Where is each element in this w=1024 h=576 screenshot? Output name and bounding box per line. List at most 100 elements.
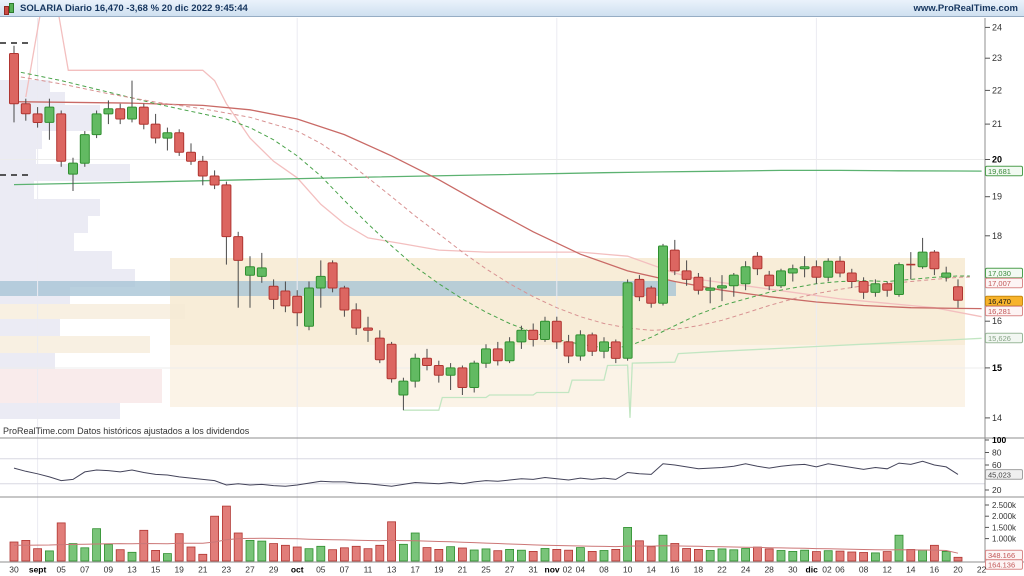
candle[interactable] [610, 341, 621, 359]
candle[interactable] [174, 132, 185, 153]
candle[interactable] [209, 175, 220, 186]
candle[interactable] [280, 290, 291, 307]
candle[interactable] [186, 151, 196, 162]
rsi-panel[interactable] [13, 460, 959, 487]
volume-bar [9, 541, 19, 562]
candle[interactable] [693, 276, 704, 291]
candle[interactable] [894, 264, 904, 296]
svg-text:45,023: 45,023 [988, 470, 1011, 479]
gridlines [0, 18, 985, 561]
candle[interactable] [398, 380, 409, 396]
candle[interactable] [705, 287, 716, 291]
volume-bar [918, 549, 927, 562]
candle[interactable] [9, 53, 19, 105]
candle[interactable] [233, 236, 244, 261]
candle[interactable] [646, 287, 657, 304]
candle[interactable] [941, 272, 952, 278]
candle[interactable] [764, 274, 775, 287]
candle[interactable] [823, 260, 834, 278]
candle[interactable] [882, 283, 893, 291]
date-axis[interactable]: 30 sept 05 07 09 13 15 19 21 23 27 29 oct 05 07 11 13 17 1… [9, 565, 986, 575]
candle[interactable] [929, 251, 940, 270]
candle[interactable] [268, 285, 279, 300]
candle[interactable] [386, 343, 397, 380]
candle[interactable] [516, 329, 527, 343]
prorealtime-site-link[interactable]: www.ProRealTime.com [913, 3, 1018, 14]
candle[interactable] [433, 365, 444, 376]
volume-panel[interactable] [9, 505, 963, 562]
candle[interactable] [91, 113, 102, 136]
candle[interactable] [622, 282, 633, 359]
candle[interactable] [256, 267, 267, 277]
candle[interactable] [846, 272, 857, 282]
candle[interactable] [599, 341, 609, 352]
candle[interactable] [127, 106, 137, 120]
candle[interactable] [870, 283, 881, 293]
candle[interactable] [374, 337, 385, 361]
candle[interactable] [292, 295, 303, 314]
candle[interactable] [162, 132, 173, 139]
candle[interactable] [304, 287, 314, 327]
candle[interactable] [634, 278, 645, 298]
candle[interactable] [410, 357, 421, 382]
candle[interactable] [681, 270, 692, 280]
candle[interactable] [481, 348, 491, 364]
svg-text:nov: nov [545, 565, 560, 575]
candle[interactable] [115, 108, 126, 120]
candle[interactable] [68, 162, 78, 175]
candle[interactable] [44, 106, 55, 123]
candle[interactable] [363, 327, 373, 331]
candle[interactable] [858, 281, 869, 293]
candle[interactable] [79, 134, 90, 164]
candle[interactable] [20, 103, 31, 115]
candle[interactable] [221, 184, 232, 238]
candle[interactable] [327, 262, 338, 289]
candle[interactable] [150, 123, 161, 139]
candle[interactable] [575, 334, 586, 357]
candle[interactable] [669, 249, 680, 272]
candle[interactable] [103, 108, 114, 115]
candle[interactable] [917, 251, 928, 268]
candle[interactable] [540, 320, 550, 341]
candle[interactable] [799, 266, 810, 270]
candle[interactable] [587, 334, 598, 352]
candle[interactable] [351, 309, 362, 329]
candle[interactable] [469, 362, 480, 389]
volume-bar [446, 546, 456, 562]
volume-bar [635, 540, 644, 562]
candle[interactable] [56, 113, 67, 162]
candle[interactable] [197, 160, 208, 177]
candle[interactable] [728, 274, 739, 287]
candle[interactable] [504, 341, 515, 362]
candle[interactable] [740, 266, 751, 285]
candle[interactable] [528, 329, 539, 340]
candle[interactable] [776, 270, 786, 287]
svg-text:18: 18 [694, 565, 704, 575]
candlestick-series[interactable] [9, 45, 963, 411]
candle[interactable] [658, 245, 668, 304]
svg-text:22: 22 [717, 565, 727, 575]
candle[interactable] [835, 260, 845, 274]
candle[interactable] [551, 320, 562, 343]
candle[interactable] [457, 367, 468, 388]
candle[interactable] [811, 266, 822, 278]
candle[interactable] [445, 367, 456, 376]
candle[interactable] [315, 275, 326, 289]
candle[interactable] [787, 268, 798, 274]
candle[interactable] [32, 113, 43, 124]
candle[interactable] [138, 106, 149, 125]
candle[interactable] [752, 255, 763, 270]
candle[interactable] [422, 357, 432, 366]
volume-bar [658, 534, 668, 562]
candle[interactable] [245, 266, 255, 276]
candle[interactable] [492, 348, 503, 362]
candle[interactable] [563, 341, 574, 357]
volume-bar [351, 545, 361, 562]
candle[interactable] [953, 286, 963, 301]
volume-bar [953, 556, 963, 562]
candle[interactable] [339, 287, 350, 311]
candle[interactable] [717, 285, 727, 289]
volume-bar [127, 551, 137, 562]
